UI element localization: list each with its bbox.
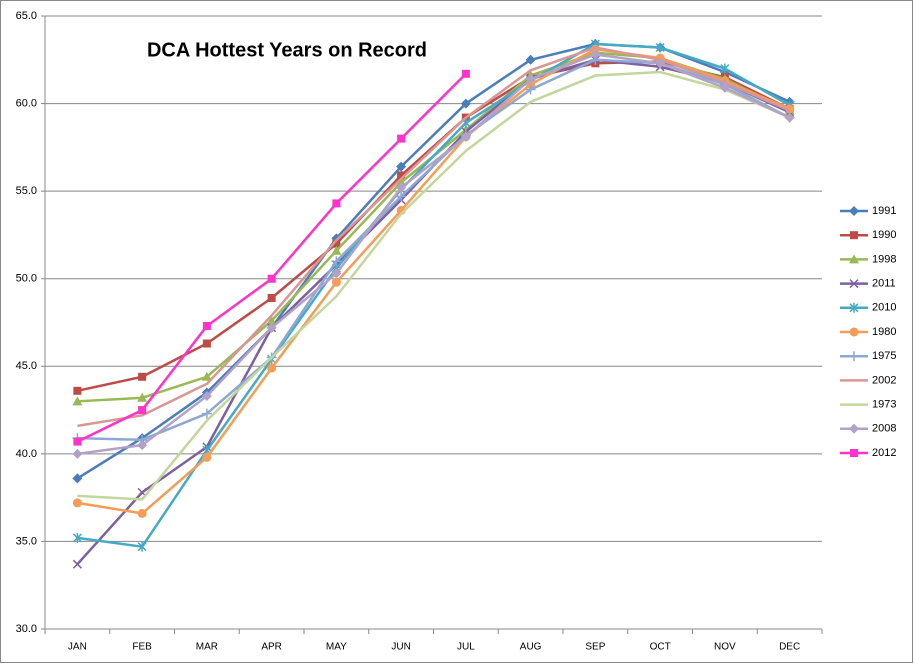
y-tick-label: 35.0 [16,535,37,547]
data-point [397,134,406,143]
data-point [460,124,471,134]
legend-marker [850,449,858,457]
data-point [331,268,342,279]
data-point [73,437,82,446]
legend-marker [849,423,859,434]
data-point [785,104,795,114]
y-tick-label: 45.0 [16,360,37,372]
data-point [202,452,212,462]
x-tick-label: JUL [457,642,475,653]
data-point [461,69,470,78]
legend-label: 1973 [872,399,896,411]
data-point [72,448,83,459]
data-point [784,112,795,123]
legend-label: 2008 [872,423,896,435]
data-point [138,372,147,381]
data-point [201,408,212,419]
x-tick-label: AUG [520,642,542,653]
x-tick-label: OCT [650,642,671,653]
data-point [72,396,83,406]
legend-label: 2012 [872,447,896,459]
data-point [655,58,666,69]
x-tick-label: APR [261,642,282,653]
data-point [655,42,665,53]
x-tick-label: DEC [779,642,800,653]
data-point [525,74,536,85]
data-point [525,54,536,65]
x-tick-label: NOV [714,642,736,653]
y-tick-label: 60.0 [16,97,37,109]
legend-label: 2010 [872,302,896,314]
series-line [77,70,791,501]
data-point [267,363,277,373]
data-point [460,98,471,109]
data-point [201,391,212,402]
data-point [137,541,147,552]
data-point [266,322,277,333]
data-point [460,131,471,142]
x-tick-label: MAR [196,642,218,653]
legend-label: 1980 [872,326,896,338]
series-line [77,53,791,456]
legend-marker [849,254,859,264]
legend-marker [850,231,858,240]
series-line [77,48,791,515]
data-point [72,498,82,508]
data-point [332,239,341,248]
data-point [266,315,277,325]
x-tick-label: SEP [585,642,605,653]
y-tick-label: 55.0 [16,185,37,197]
y-tick-label: 65.0 [16,10,37,22]
chart-title: DCA Hottest Years on Record [147,39,427,61]
data-point [525,84,536,95]
legend-marker [849,351,859,362]
legend-label: 1990 [872,229,896,241]
x-tick-label: JAN [68,642,87,653]
x-tick-label: FEB [132,642,152,653]
data-point [201,371,212,381]
data-point [137,508,147,518]
data-point [396,161,407,172]
legend-label: 1998 [872,253,896,265]
data-point [202,339,211,348]
data-point [590,49,601,60]
y-tick-label: 30.0 [16,623,37,635]
data-point [137,440,148,451]
x-tick-label: JUN [391,642,410,653]
y-tick-label: 40.0 [16,448,37,460]
data-point [720,63,730,74]
data-point [719,82,730,93]
data-point [267,293,276,302]
data-point [138,406,147,415]
data-point [202,322,211,331]
legend-marker [849,327,859,337]
data-point [397,171,406,180]
data-point [332,199,341,208]
data-point [72,532,82,543]
data-point [396,191,407,202]
legend-label: 1975 [872,350,896,362]
y-tick-label: 50.0 [16,273,37,285]
data-point [267,274,276,283]
legend-marker [849,279,859,289]
legend-label: 1991 [872,205,896,217]
legend-label: 2011 [872,278,896,290]
data-point [72,559,82,569]
series-line [77,46,791,428]
legend-label: 2002 [872,374,896,386]
legend-marker [849,206,859,216]
data-point [331,256,342,267]
data-point [331,277,341,287]
data-point [72,473,83,484]
data-point [396,182,407,193]
data-point [331,245,342,255]
legend-marker [849,302,859,313]
data-point [73,386,82,395]
data-point [137,392,148,402]
x-tick-label: MAY [326,642,347,653]
